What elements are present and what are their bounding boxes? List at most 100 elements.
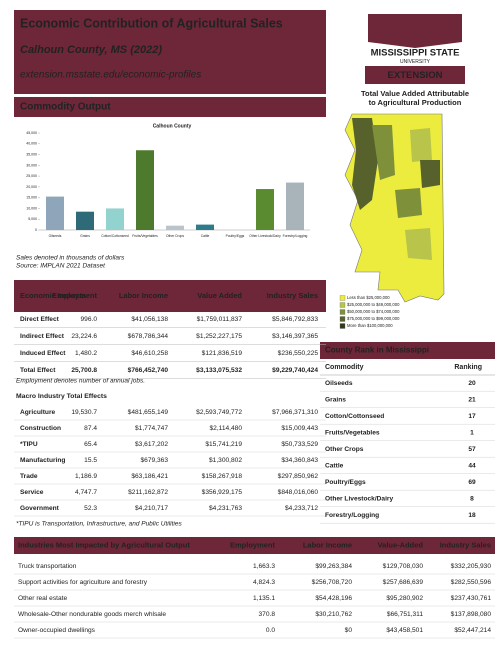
x-tick-label: Other Crops xyxy=(166,234,184,238)
subtitle: Calhoun County, MS (2022) xyxy=(20,44,162,56)
industry-cell: $137,898,080 xyxy=(451,611,492,618)
macro-cell: $2,114,480 xyxy=(209,425,242,432)
table-header: Employment xyxy=(230,540,276,549)
map-region xyxy=(395,188,422,218)
rank-cell: 69 xyxy=(468,479,476,486)
industry-cell: $54,428,196 xyxy=(315,595,352,602)
macro-cell: Government xyxy=(20,505,60,512)
legend-swatch xyxy=(339,309,346,315)
industry-cell: Wholesale-Other nondurable goods merch w… xyxy=(18,611,166,618)
chart-title: Calhoun County xyxy=(153,123,192,129)
y-tick-label: 5,000 xyxy=(28,217,37,221)
impact-cell: $236,550,225 xyxy=(278,350,319,357)
chart-note: Sales denoted in thousands of dollars xyxy=(16,255,125,262)
x-tick-label: Grains xyxy=(80,234,90,238)
impact-cell: $678,786,344 xyxy=(128,333,169,340)
macro-cell: $848,016,060 xyxy=(278,489,319,496)
macro-cell: $7,966,371,310 xyxy=(272,409,318,416)
macro-cell: Manufacturing xyxy=(20,457,65,464)
industry-cell: $237,430,761 xyxy=(451,595,492,602)
rank-cell: Cattle xyxy=(325,462,344,469)
impact-cell: $5,846,792,833 xyxy=(272,316,318,323)
bar xyxy=(46,196,64,230)
macro-cell: $4,210,717 xyxy=(135,505,168,512)
impact-cell: $766,452,740 xyxy=(128,367,169,374)
industry-cell: 370.8 xyxy=(258,611,275,618)
impact-cell: 1,480.2 xyxy=(75,350,97,357)
macro-cell: $3,617,202 xyxy=(135,441,168,448)
industry-cell: 0.0 xyxy=(266,627,275,634)
legend-label: Less than $25,000,000 xyxy=(347,295,390,300)
industries-band xyxy=(14,537,495,554)
macro-cell: $15,009,443 xyxy=(281,425,318,432)
industry-cell: Truck transportation xyxy=(18,563,77,570)
bar xyxy=(166,225,184,230)
rank-heading: County Rank in Mississippi xyxy=(325,346,429,355)
macro-cell: 87.4 xyxy=(84,425,97,432)
impact-cell: Induced Effect xyxy=(20,350,66,357)
rank-cell: Poultry/Eggs xyxy=(325,479,366,486)
rank-cell: Fruits/Vegetables xyxy=(325,429,380,436)
table-header: Employment xyxy=(52,291,98,300)
map-region xyxy=(405,228,432,260)
table-header: Labor Income xyxy=(303,540,352,549)
rank-cell: Cotton/Cottonseed xyxy=(325,413,384,420)
impact-cell: $46,610,258 xyxy=(131,350,168,357)
table-header: Value Added xyxy=(197,291,242,300)
rank-header: Ranking xyxy=(454,364,482,371)
x-tick-label: Forestry/Logging xyxy=(283,234,308,238)
industry-cell: 4,824.3 xyxy=(253,579,275,586)
macro-cell: 15.5 xyxy=(84,457,97,464)
industry-cell: $282,550,596 xyxy=(451,579,492,586)
table-header: Value-Added xyxy=(378,540,424,549)
impact-cell: 996.0 xyxy=(80,316,97,323)
impact-cell: $121,836,519 xyxy=(202,350,243,357)
rank-cell: 1 xyxy=(470,429,474,436)
rank-cell: 8 xyxy=(470,495,474,502)
map-title: to Agricultural Production xyxy=(369,98,462,107)
rank-band xyxy=(320,342,495,359)
rank-cell: 17 xyxy=(468,413,476,420)
legend-label: $50,000,000 to $74,000,000 xyxy=(347,309,400,314)
bar xyxy=(76,211,94,230)
rank-cell: 18 xyxy=(468,512,476,519)
macro-cell: $481,655,149 xyxy=(128,409,169,416)
legend-swatch xyxy=(339,302,346,308)
chart-note: Source: IMPLAN 2021 Dataset xyxy=(16,263,106,270)
y-tick-label: 40,000 xyxy=(26,142,37,146)
rank-cell: 44 xyxy=(468,462,476,469)
macro-cell: $211,162,872 xyxy=(128,489,168,496)
legend-label: $25,000,000 to $49,000,000 xyxy=(347,302,400,307)
table-header: Industry Sales xyxy=(267,291,318,300)
section-heading: Commodity Output xyxy=(20,102,111,113)
macro-cell: 65.4 xyxy=(84,441,97,448)
y-tick-label: 20,000 xyxy=(26,185,37,189)
macro-cell: $1,774,747 xyxy=(135,425,168,432)
legend-swatch xyxy=(339,323,346,329)
macro-cell: 4,747.7 xyxy=(75,489,97,496)
bar xyxy=(286,182,304,230)
bar xyxy=(256,189,274,230)
impact-cell: $1,759,011,837 xyxy=(197,316,243,323)
rank-cell: 57 xyxy=(468,446,476,453)
macro-cell: 19,530.7 xyxy=(71,409,97,416)
map-region xyxy=(352,118,378,210)
macro-cell: $50,733,529 xyxy=(281,441,318,448)
macro-cell: Construction xyxy=(20,425,61,432)
industry-cell: $52,447,214 xyxy=(454,627,491,634)
x-tick-label: Other Livestock/Dairy xyxy=(249,234,281,238)
rank-cell: Grains xyxy=(325,396,346,403)
macro-cell: *TIPU xyxy=(20,441,38,448)
map-region xyxy=(410,128,432,162)
logo-name: MISSISSIPPI STATE xyxy=(371,48,460,59)
industry-cell: 1,663.3 xyxy=(253,563,275,570)
impact-cell: $3,146,397,365 xyxy=(272,333,318,340)
rank-cell: Other Crops xyxy=(325,446,364,453)
industry-cell: $256,708,720 xyxy=(312,579,353,586)
macro-cell: $15,741,219 xyxy=(205,441,242,448)
rank-cell: Forestry/Logging xyxy=(325,512,379,519)
table-header: Economic Impacts xyxy=(20,291,86,300)
industry-cell: Other real estate xyxy=(18,595,67,602)
